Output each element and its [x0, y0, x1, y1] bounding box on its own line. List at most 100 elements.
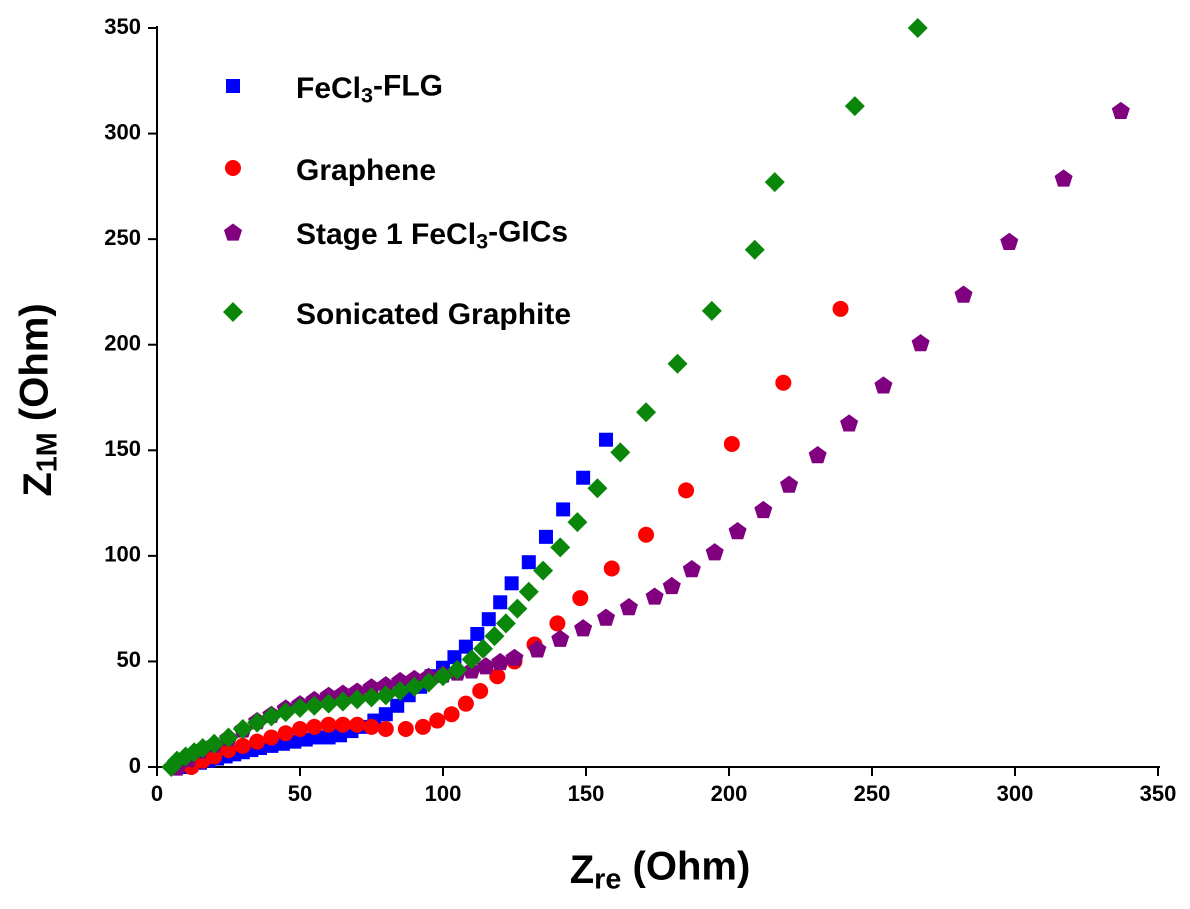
point — [874, 376, 893, 394]
point — [567, 512, 588, 533]
point — [470, 626, 485, 641]
point — [461, 649, 482, 670]
point — [549, 615, 566, 632]
point — [458, 639, 473, 654]
point — [292, 720, 308, 737]
point — [234, 737, 251, 754]
point — [610, 442, 631, 463]
point — [261, 706, 282, 727]
point — [318, 693, 339, 714]
point — [744, 239, 765, 260]
point — [576, 470, 591, 485]
point — [572, 590, 589, 607]
x-tick-label: 150 — [568, 781, 605, 806]
point — [645, 587, 664, 605]
point — [1111, 101, 1130, 120]
point — [599, 432, 614, 447]
point — [638, 526, 655, 543]
point — [376, 676, 395, 694]
point — [363, 718, 380, 735]
x-tick-label: 0 — [151, 781, 163, 806]
point — [705, 543, 724, 561]
point — [204, 733, 225, 754]
point — [505, 648, 524, 666]
point — [361, 687, 382, 708]
point — [418, 672, 439, 693]
point — [764, 172, 785, 193]
point — [404, 676, 425, 697]
point — [476, 657, 495, 675]
point — [218, 727, 239, 748]
point — [263, 729, 280, 746]
point — [390, 698, 405, 713]
legend-label: Sonicated Graphite — [296, 298, 571, 331]
point — [462, 661, 481, 679]
point — [521, 555, 536, 570]
x-tick-label: 50 — [288, 781, 312, 806]
point — [678, 482, 695, 499]
point — [723, 435, 740, 452]
x-tick-label: 350 — [1140, 781, 1177, 806]
point — [443, 706, 460, 723]
legend-marker — [223, 223, 243, 241]
point — [275, 702, 296, 723]
point — [391, 671, 410, 690]
point — [377, 720, 394, 737]
point — [754, 500, 773, 519]
x-tick-label: 300 — [997, 781, 1034, 806]
point — [636, 402, 657, 423]
point — [556, 502, 571, 517]
point — [728, 522, 747, 540]
y-axis-title: Z1M (Ohm) — [12, 303, 63, 496]
point — [775, 374, 792, 391]
x-tick-label: 100 — [425, 781, 462, 806]
point — [306, 718, 323, 735]
y-tick-label: 250 — [104, 225, 141, 250]
point — [574, 619, 593, 637]
point — [232, 718, 253, 739]
y-tick-label: 200 — [104, 331, 141, 356]
point — [349, 716, 366, 733]
y-tick-label: 150 — [104, 436, 141, 461]
point — [397, 720, 414, 737]
point — [808, 446, 827, 464]
y-tick-label: 350 — [104, 14, 141, 39]
point — [484, 626, 505, 647]
point — [507, 598, 528, 619]
point — [596, 608, 616, 626]
point — [489, 668, 506, 685]
point — [433, 666, 453, 687]
legend-label: Stage 1 FeCl3-GICs — [296, 215, 568, 253]
point — [277, 725, 294, 742]
point — [701, 300, 722, 321]
point — [491, 652, 510, 671]
point — [375, 685, 396, 706]
point — [378, 707, 393, 722]
point — [493, 595, 508, 610]
point — [840, 414, 859, 432]
point — [495, 613, 516, 634]
point — [603, 560, 620, 577]
point — [551, 629, 570, 647]
point — [320, 716, 337, 733]
x-axis-title: Zre (Ohm) — [570, 844, 751, 895]
point — [682, 560, 701, 578]
legend-marker — [223, 302, 243, 322]
point — [321, 730, 336, 745]
point — [457, 695, 474, 712]
point — [662, 576, 681, 595]
point — [518, 581, 539, 602]
y-tick-label: 0 — [129, 753, 141, 778]
point — [538, 529, 553, 544]
y-tick-label: 50 — [117, 647, 141, 672]
point — [304, 695, 325, 716]
point — [844, 96, 865, 117]
legend-label: Graphene — [296, 154, 436, 187]
point — [247, 712, 268, 733]
x-tick-label: 250 — [854, 781, 891, 806]
legend-label: FeCl3-FLG — [296, 69, 443, 107]
point — [907, 18, 928, 38]
point — [619, 598, 638, 616]
y-tick-label: 100 — [104, 542, 141, 567]
legend-marker — [225, 160, 241, 176]
